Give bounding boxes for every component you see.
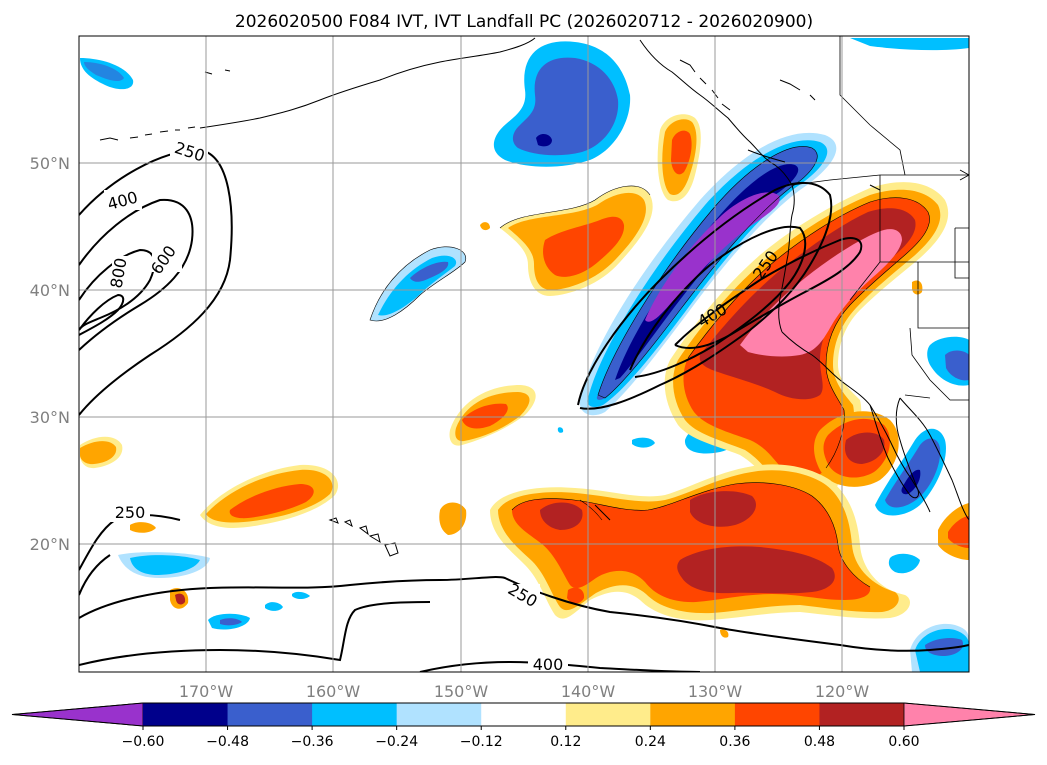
political-borders [791, 36, 969, 401]
lon-label: 160°W [306, 682, 361, 701]
lon-label: 130°W [688, 682, 743, 701]
lon-label: 120°W [815, 682, 870, 701]
gridlines [79, 36, 969, 672]
colorbar-tick-label: 0.36 [719, 734, 750, 750]
colorbar-segment [143, 703, 229, 726]
lon-label: 170°W [179, 682, 234, 701]
lon-label: 150°W [434, 682, 489, 701]
pc-outline-contours [369, 146, 930, 588]
colorbar-extend-high [903, 702, 1036, 727]
colorbar-segment [312, 703, 398, 726]
colorbar-tick-label: −0.36 [291, 734, 334, 750]
map-content: 250 400 600 800 250 400 250 250 400 [79, 36, 969, 674]
colorbar-segment [396, 703, 482, 726]
colorbar-tick-label: 0.60 [888, 734, 919, 750]
colorbar-tick-label: −0.48 [206, 734, 249, 750]
colorbar-extend-low [11, 702, 144, 727]
lon-label: 140°W [561, 682, 616, 701]
longitude-labels: 170°W 160°W 150°W 140°W 130°W 120°W [179, 682, 870, 701]
colorbar-tick-label: 0.48 [804, 734, 835, 750]
contour-label: 250 [115, 503, 146, 522]
colorbar-segment [650, 703, 736, 726]
coastlines [99, 37, 969, 557]
lat-label: 30°N [30, 408, 70, 427]
ivt-contours [79, 148, 969, 672]
colorbar: −0.60 −0.48 −0.36 −0.24 −0.12 0.12 0.24 0.36 0.4… [11, 702, 1036, 750]
contour-label: 400 [533, 655, 564, 674]
colorbar-segment [819, 703, 905, 726]
colorbar-tick-label: −0.24 [375, 734, 418, 750]
lat-label: 20°N [30, 535, 70, 554]
colorbar-tick-label: −0.12 [460, 734, 503, 750]
figure-title: 2026020500 F084 IVT, IVT Landfall PC (20… [235, 12, 813, 32]
colorbar-tick-label: 0.24 [635, 734, 666, 750]
colorbar-segment [565, 703, 651, 726]
lat-label: 40°N [30, 281, 70, 300]
map-frame [78, 35, 970, 673]
lat-label: 50°N [30, 154, 70, 173]
colorbar-segment [481, 703, 567, 726]
colorbar-segment [734, 703, 820, 726]
colorbar-tick-label: −0.60 [122, 734, 165, 750]
colorbar-segment [227, 703, 313, 726]
colorbar-tick-label: 0.12 [550, 734, 581, 750]
latitude-labels: 50°N 40°N 30°N 20°N [30, 154, 70, 554]
